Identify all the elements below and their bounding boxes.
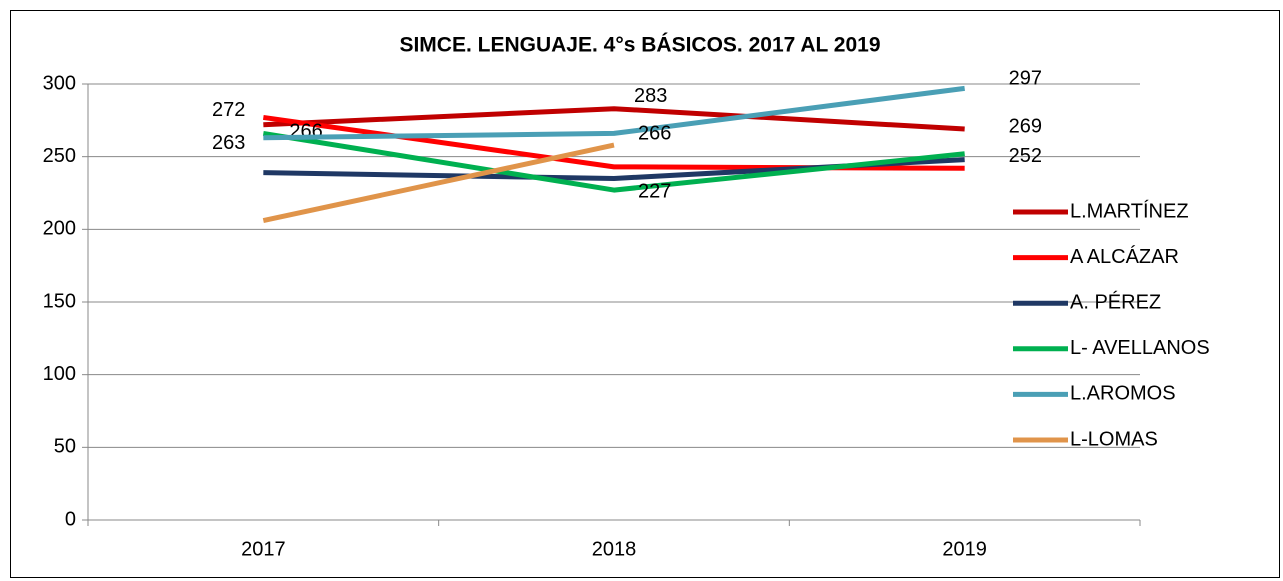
y-tick-label: 200 <box>43 218 76 240</box>
chart-border <box>10 10 1280 578</box>
data-label: 263 <box>212 132 245 154</box>
data-label: 283 <box>634 85 667 107</box>
chart-title: SIMCE. LENGUAJE. 4°s BÁSICOS. 2017 AL 20… <box>399 34 880 57</box>
series-line <box>262 130 965 193</box>
y-tick-label: 100 <box>43 363 76 385</box>
data-label: 269 <box>1009 115 1042 137</box>
y-tick-label: 50 <box>54 436 76 458</box>
y-tick-label: 250 <box>43 145 76 167</box>
y-tick-label: 150 <box>43 290 76 312</box>
data-label: 272 <box>212 99 245 121</box>
legend-label: L- AVELLANOS <box>1070 337 1210 359</box>
x-tick-label: 2017 <box>241 538 286 560</box>
x-tick-label: 2019 <box>942 538 987 560</box>
series-line <box>263 106 965 132</box>
legend-label: A ALCÁZAR <box>1070 245 1179 268</box>
x-tick-label: 2018 <box>592 538 637 560</box>
data-label: 252 <box>1009 145 1042 167</box>
data-label: 297 <box>1009 68 1042 90</box>
series-line <box>263 85 965 141</box>
data-label: 266 <box>638 123 671 145</box>
y-tick-label: 0 <box>65 508 76 530</box>
legend-label: L.MARTÍNEZ <box>1070 199 1189 222</box>
legend-label: A. PÉREZ <box>1070 290 1161 313</box>
series-line <box>262 142 615 224</box>
data-label: 227 <box>638 180 671 202</box>
legend-label: L.AROMOS <box>1070 383 1176 405</box>
y-tick-label: 300 <box>43 72 76 94</box>
legend-label: L-LOMAS <box>1070 428 1158 450</box>
